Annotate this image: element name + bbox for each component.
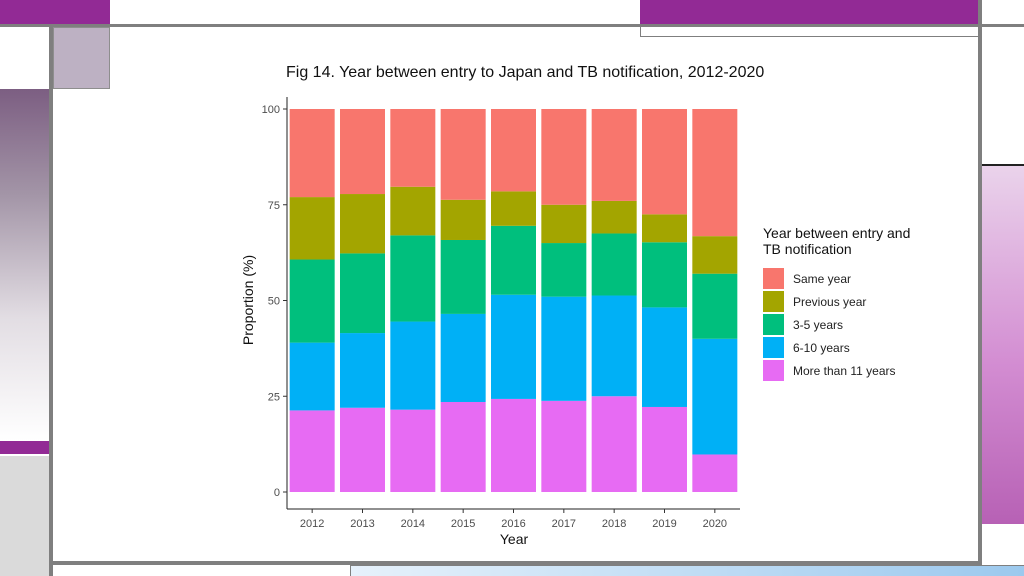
legend-item: More than 11 years	[763, 359, 963, 382]
bar-segment	[491, 191, 536, 226]
bar-segment	[541, 109, 587, 205]
bar-segment	[491, 109, 536, 192]
legend-label: Same year	[793, 271, 852, 286]
bar-segment	[390, 186, 436, 236]
bar-segment	[440, 402, 486, 492]
x-tick-label: 2013	[350, 518, 374, 530]
bar-segment	[440, 199, 486, 240]
legend-items: Same year Previous year 3-5 years 6-10 year…	[763, 267, 963, 382]
legend-swatch	[763, 337, 784, 358]
bar-segment	[289, 342, 335, 411]
x-axis-label: Year	[499, 531, 529, 547]
bar-segment	[340, 253, 385, 334]
bar-segment	[390, 109, 436, 187]
left-gradient-strip	[0, 89, 49, 441]
right-dark-line	[982, 164, 1024, 166]
bar-segment	[491, 294, 536, 399]
x-tick-label: 2014	[401, 518, 425, 530]
x-tick-label: 2019	[652, 518, 676, 530]
bar-segment	[642, 307, 687, 407]
bar-segment	[340, 109, 385, 195]
legend-swatch	[763, 291, 784, 312]
bar-segment	[289, 109, 335, 198]
top-left-purple-bar	[0, 0, 110, 24]
top-left-mauve-block	[53, 27, 110, 89]
x-tick-label: 2016	[501, 518, 525, 530]
chart-title: Fig 14. Year between entry to Japan and …	[286, 64, 765, 81]
legend-label: Previous year	[793, 294, 867, 309]
bottom-blue-gradient-bar	[350, 565, 1024, 576]
x-tick-label: 2012	[300, 518, 324, 530]
bar-segment	[541, 204, 587, 244]
bar-segment	[692, 338, 738, 455]
y-tick-label: 25	[268, 391, 280, 403]
bar-segment	[591, 109, 637, 201]
bottom-gray-rule	[53, 561, 978, 565]
bar-segment	[692, 454, 738, 492]
right-gradient-strip	[982, 166, 1024, 524]
bar-segment	[390, 235, 436, 322]
y-tick-label: 0	[274, 487, 280, 499]
bar-segment	[692, 273, 738, 339]
x-tick-label: 2020	[703, 518, 727, 530]
bar-segment	[692, 109, 738, 237]
left-bottom-gray-block	[0, 456, 49, 576]
bar-segment	[340, 407, 385, 492]
bar-segment	[289, 259, 335, 343]
x-tick-label: 2018	[602, 518, 626, 530]
bar-segment	[541, 296, 587, 401]
legend-swatch	[763, 360, 784, 381]
bar-segment	[340, 194, 385, 254]
legend-item: Same year	[763, 267, 963, 290]
left-purple-bar	[0, 441, 49, 454]
bar-segment	[591, 396, 637, 492]
legend: Year between entry and TB notification S…	[763, 225, 963, 382]
bar-segment	[491, 225, 536, 295]
bar-segment	[642, 406, 687, 492]
bar-segment	[541, 243, 587, 297]
bar-segment	[390, 321, 436, 410]
legend-item: 6-10 years	[763, 336, 963, 359]
legend-label: 6-10 years	[793, 340, 850, 355]
x-tick-label: 2015	[451, 518, 475, 530]
legend-label: More than 11 years	[793, 363, 896, 378]
bar-segment	[390, 409, 436, 492]
legend-swatch	[763, 314, 784, 335]
bar-segment	[440, 313, 486, 402]
bar-segment	[591, 233, 637, 296]
bar-segment	[642, 109, 687, 215]
legend-title: Year between entry and TB notification	[763, 225, 911, 257]
bar-segment	[440, 239, 486, 314]
bar-segment	[340, 333, 385, 408]
bar-segment	[692, 236, 738, 274]
bar-segment	[591, 295, 637, 397]
y-tick-label: 100	[262, 104, 280, 116]
legend-item: 3-5 years	[763, 313, 963, 336]
y-tick-label: 50	[268, 296, 280, 308]
top-gray-rule	[0, 24, 1024, 27]
top-right-purple-bar	[640, 0, 978, 24]
bar-segment	[541, 400, 587, 492]
bar-segment	[642, 242, 687, 308]
bar-segment	[289, 410, 335, 492]
legend-swatch	[763, 268, 784, 289]
y-tick-label: 75	[268, 200, 280, 212]
left-gray-rule	[49, 27, 53, 576]
bar-segment	[491, 398, 536, 492]
right-gray-rule	[978, 0, 982, 576]
legend-item: Previous year	[763, 290, 963, 313]
legend-label: 3-5 years	[793, 317, 844, 332]
bar-segment	[289, 197, 335, 260]
bar-segment	[642, 214, 687, 243]
x-tick-label: 2017	[552, 518, 576, 530]
bar-segment	[591, 200, 637, 234]
bar-segment	[440, 109, 486, 200]
